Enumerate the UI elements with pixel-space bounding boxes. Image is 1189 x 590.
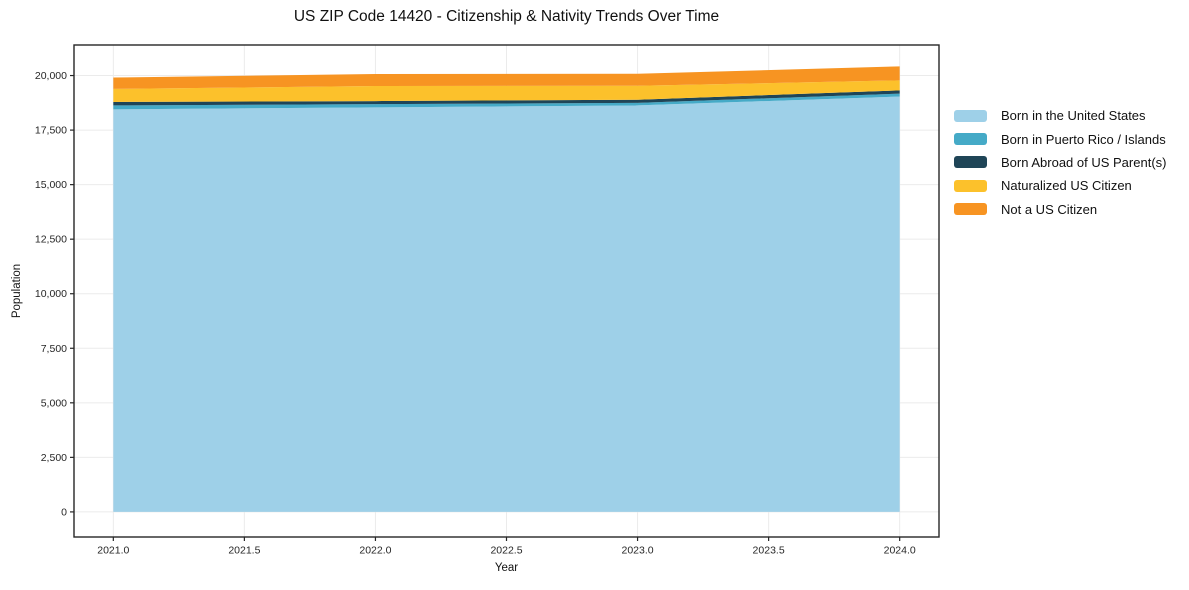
legend: Born in the United States Born in Puerto … [954,104,1166,221]
area-born-abroad-of-us-parent-s [113,90,900,106]
area-born-in-the-united-states [113,96,900,512]
x-tick-label: 2023.5 [753,545,785,557]
area-not-a-us-citizen [113,66,900,89]
legend-label: Not a US Citizen [1001,201,1098,217]
legend-swatch-born-in-puerto-rico-islands [954,133,987,146]
x-tick-label: 2021.5 [228,545,260,557]
y-tick-label: 0 [61,506,67,518]
y-tick-label: 15,000 [35,179,67,191]
legend-swatch-naturalized-us-citizen [954,179,987,192]
y-tick-label: 2,500 [41,452,67,464]
y-tick-label: 7,500 [41,343,67,355]
legend-item: Born Abroad of US Parent(s) [954,151,1166,174]
y-tick-label: 12,500 [35,234,67,246]
legend-swatch-born-in-the-united-states [954,109,987,122]
y-tick-label: 10,000 [35,288,67,300]
legend-item: Born in Puerto Rico / Islands [954,127,1166,150]
legend-swatch-born-abroad-of-us-parent-s [954,156,987,169]
plot-border [73,44,940,538]
legend-label: Born in the United States [1001,108,1146,124]
area-naturalized-us-citizen [113,80,900,102]
legend-swatch-not-a-us-citizen [954,203,987,216]
x-tick-label: 2024.0 [884,545,916,557]
y-tick-label: 20,000 [35,70,67,82]
legend-item: Born in the United States [954,104,1166,127]
legend-label: Born Abroad of US Parent(s) [1001,154,1167,170]
x-tick-label: 2023.0 [621,545,653,557]
y-tick-label: 5,000 [41,397,67,409]
x-axis-label: Year [494,562,519,574]
x-tick-label: 2022.0 [359,545,391,557]
y-tick-label: 17,500 [35,125,67,137]
legend-item: Naturalized US Citizen [954,174,1166,197]
area-born-in-puerto-rico-islands [113,93,900,110]
y-axis-label: Population [11,263,23,319]
legend-label: Naturalized US Citizen [1001,178,1132,194]
chart-title: US ZIP Code 14420 - Citizenship & Nativi… [293,8,720,25]
x-tick-label: 2022.5 [490,545,522,557]
legend-label: Born in Puerto Rico / Islands [1001,131,1166,147]
legend-item: Not a US Citizen [954,198,1166,221]
x-tick-label: 2021.0 [97,545,129,557]
